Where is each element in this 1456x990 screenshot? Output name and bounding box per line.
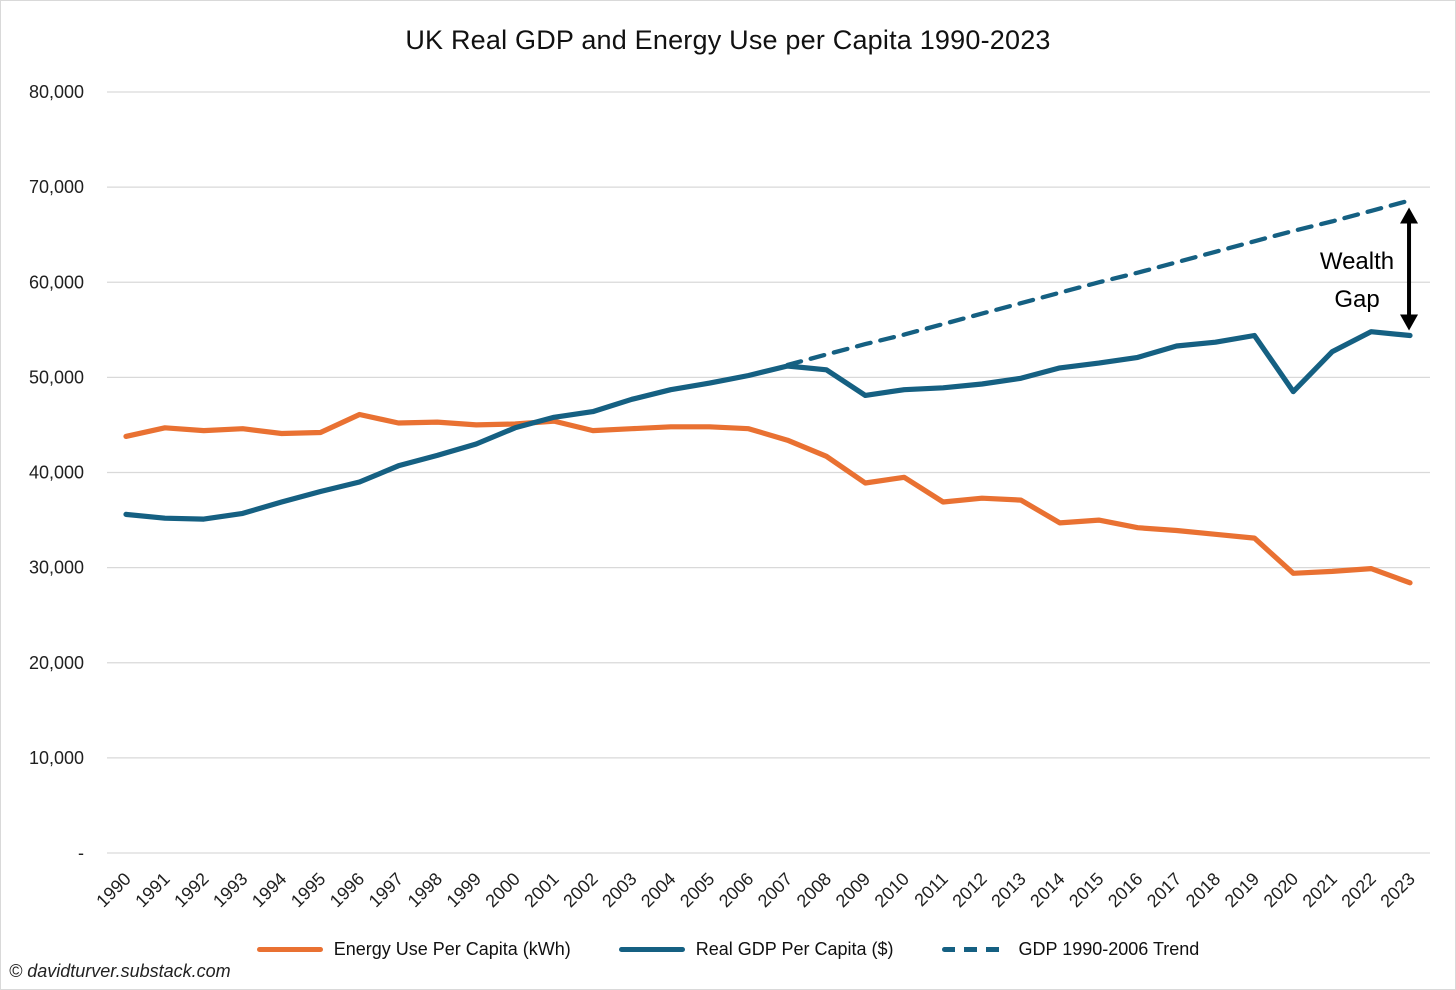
legend-item-gdp: Real GDP Per Capita ($) bbox=[618, 939, 894, 960]
x-axis-tick-label: 2009 bbox=[832, 869, 874, 911]
x-axis-tick-label: 2003 bbox=[598, 869, 640, 911]
wealth-gap-annotation: Wealth Gap bbox=[1307, 243, 1407, 319]
x-axis-tick-label: 1995 bbox=[287, 869, 329, 911]
legend-item-trend: GDP 1990-2006 Trend bbox=[941, 939, 1200, 960]
wealth-gap-line1: Wealth bbox=[1319, 248, 1395, 275]
x-axis-tick-label: 2012 bbox=[948, 869, 990, 911]
x-axis-tick-label: 2020 bbox=[1260, 869, 1302, 911]
x-axis-tick-label: 2007 bbox=[754, 869, 796, 911]
x-axis-tick-label: 1993 bbox=[209, 869, 251, 911]
x-axis-tick-label: 2011 bbox=[910, 869, 952, 911]
x-axis-tick-label: 2016 bbox=[1104, 869, 1146, 911]
chart-title: UK Real GDP and Energy Use per Capita 19… bbox=[405, 25, 1051, 55]
x-axis-tick-label: 2018 bbox=[1182, 869, 1224, 911]
x-axis-tick-label: 2015 bbox=[1065, 869, 1107, 911]
x-axis-tick-label: 1996 bbox=[326, 869, 368, 911]
x-axis-tick-label: 1994 bbox=[248, 869, 290, 911]
x-axis-tick-label: 2004 bbox=[637, 869, 679, 911]
series-line-trend bbox=[785, 198, 1413, 368]
series-line-gdp bbox=[123, 329, 1413, 522]
wealth-gap-line2: Gap bbox=[1334, 286, 1380, 313]
legend-label-energy: Energy Use Per Capita (kWh) bbox=[333, 939, 571, 959]
x-axis-tick-label: 2002 bbox=[559, 869, 601, 911]
wealth-gap-arrowhead-down bbox=[1400, 314, 1419, 331]
x-axis-tick-label: 2008 bbox=[793, 869, 835, 911]
x-axis-tick-label: 1999 bbox=[443, 869, 485, 911]
x-axis-tick-label: 2005 bbox=[676, 869, 718, 911]
y-axis-tick-label: 60,000 bbox=[29, 272, 84, 292]
y-axis-tick-label: 30,000 bbox=[29, 558, 84, 578]
x-axis-tick-label: 2010 bbox=[871, 869, 913, 911]
legend-swatch-energy-line bbox=[256, 947, 323, 952]
x-axis-tick-label: 2017 bbox=[1143, 869, 1185, 911]
legend-swatch-gdp-line bbox=[618, 947, 685, 952]
x-axis-tick-label: 2014 bbox=[1026, 869, 1068, 911]
x-axis-tick-label: 1990 bbox=[92, 869, 134, 911]
legend-swatch-trend-line bbox=[941, 947, 1008, 952]
x-axis-tick-label: 2000 bbox=[481, 869, 523, 911]
legend-label-trend: GDP 1990-2006 Trend bbox=[1018, 939, 1200, 959]
y-axis-tick-label: - bbox=[78, 843, 84, 863]
x-axis-tick-label: 1997 bbox=[365, 869, 407, 911]
x-axis-tick-label: 2001 bbox=[520, 869, 562, 911]
series-line-energy bbox=[123, 411, 1413, 586]
watermark-credit: © davidturver.substack.com bbox=[9, 961, 231, 981]
x-axis-tick-label: 1991 bbox=[131, 869, 173, 911]
x-axis-tick-label: 1998 bbox=[404, 869, 446, 911]
x-axis-tick-label: 2019 bbox=[1221, 869, 1263, 911]
y-axis-tick-label: 40,000 bbox=[29, 463, 84, 483]
y-axis-tick-label: 80,000 bbox=[29, 82, 84, 102]
y-axis-tick-label: 50,000 bbox=[29, 367, 84, 387]
x-axis-tick-label: 2021 bbox=[1299, 869, 1341, 911]
wealth-gap-arrowhead-up bbox=[1400, 207, 1419, 224]
x-axis-tick-label: 1992 bbox=[170, 869, 212, 911]
x-axis-tick-label: 2006 bbox=[715, 869, 757, 911]
y-axis-tick-label: 20,000 bbox=[29, 653, 84, 673]
legend-item-energy: Energy Use Per Capita (kWh) bbox=[256, 939, 571, 960]
x-axis-tick-label: 2023 bbox=[1376, 869, 1418, 911]
y-axis-tick-label: 10,000 bbox=[29, 748, 84, 768]
x-axis-tick-label: 2022 bbox=[1337, 869, 1379, 911]
legend-label-gdp: Real GDP Per Capita ($) bbox=[695, 939, 894, 959]
chart-legend: Energy Use Per Capita (kWh) Real GDP Per… bbox=[1, 939, 1455, 960]
x-axis-tick-label: 2013 bbox=[987, 869, 1029, 911]
y-axis-tick-label: 70,000 bbox=[29, 177, 84, 197]
